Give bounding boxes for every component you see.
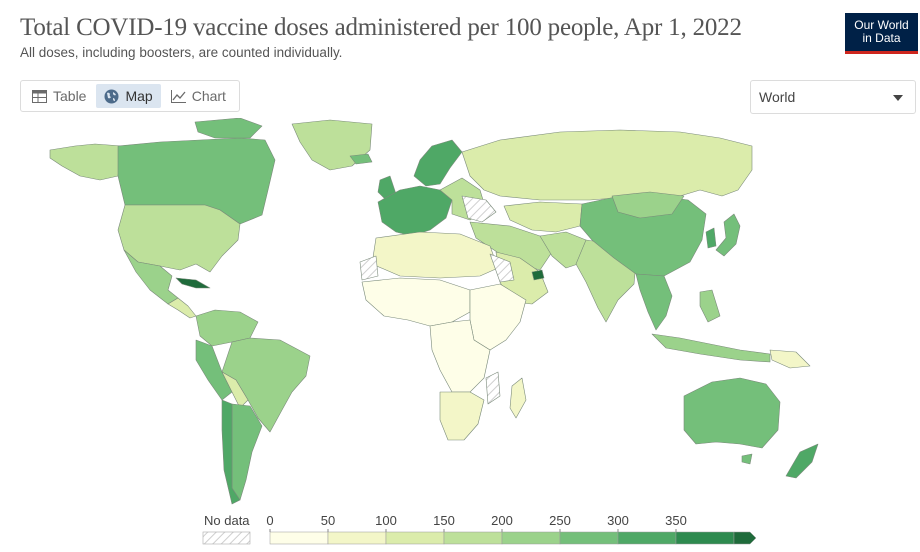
tab-chart[interactable]: Chart xyxy=(163,84,234,108)
region-australia[interactable] xyxy=(683,377,781,449)
legend-tick-label: 150 xyxy=(433,513,455,528)
region-cuba[interactable] xyxy=(175,277,211,289)
region-central-asia[interactable] xyxy=(503,201,583,233)
region-no-data-ukraine[interactable] xyxy=(461,195,497,223)
region-alaska[interactable] xyxy=(49,143,123,181)
region-peru[interactable] xyxy=(195,339,233,401)
legend-tick-label: 50 xyxy=(321,513,335,528)
region-mongolia[interactable] xyxy=(611,191,685,219)
region-indonesia[interactable] xyxy=(651,333,771,363)
legend-tick-label: 250 xyxy=(549,513,571,528)
legend-bin-1[interactable] xyxy=(327,531,387,545)
legend-bin-3[interactable] xyxy=(443,531,503,545)
region-new-zealand[interactable] xyxy=(785,443,819,479)
chart-subtitle: All doses, including boosters, are count… xyxy=(20,45,343,60)
region-uae[interactable] xyxy=(531,269,545,281)
legend-bin-4[interactable] xyxy=(501,531,561,545)
region-select-value: World xyxy=(759,89,796,105)
legend-tick-label: 0 xyxy=(266,513,273,528)
legend-bin-8[interactable] xyxy=(733,531,757,545)
table-icon xyxy=(32,89,47,103)
region-png[interactable] xyxy=(769,349,811,369)
legend-bin-2[interactable] xyxy=(385,531,445,545)
legend-ticks: 0 50 100 150 200 250 300 350 xyxy=(266,513,687,532)
region-western-europe[interactable] xyxy=(377,185,453,237)
globe-icon xyxy=(104,89,119,103)
legend-tick-label: 100 xyxy=(375,513,397,528)
legend-bin-5[interactable] xyxy=(559,531,619,545)
logo-line-2: in Data xyxy=(862,31,901,45)
legend-bin-0[interactable] xyxy=(269,531,329,545)
region-se-asia[interactable] xyxy=(635,273,673,331)
region-middle-east[interactable] xyxy=(469,221,553,271)
legend-tick-label: 200 xyxy=(491,513,513,528)
region-canada-islands[interactable] xyxy=(194,118,263,139)
legend-bin-7[interactable] xyxy=(675,531,735,545)
tab-table-label: Table xyxy=(53,88,87,104)
region-tasmania[interactable] xyxy=(741,453,753,465)
world-map[interactable] xyxy=(0,118,920,508)
legend-no-data-label: No data xyxy=(204,513,250,528)
region-no-data-western-sahara[interactable] xyxy=(359,255,379,281)
region-select[interactable]: World xyxy=(750,80,916,114)
region-madagascar[interactable] xyxy=(509,377,527,419)
chevron-down-icon xyxy=(893,95,903,101)
legend-no-data-swatch xyxy=(202,531,251,545)
region-no-data-eritrea[interactable] xyxy=(489,253,515,283)
region-scandinavia[interactable] xyxy=(413,139,463,187)
view-tabs: Table Map Chart xyxy=(20,80,240,112)
region-chile[interactable] xyxy=(221,399,241,505)
chart-title: Total COVID-19 vaccine doses administere… xyxy=(20,14,742,41)
line-chart-icon xyxy=(170,89,186,103)
region-southern-africa[interactable] xyxy=(439,391,485,441)
tab-chart-label: Chart xyxy=(191,88,226,104)
legend-tick-label: 350 xyxy=(665,513,687,528)
tab-map-label: Map xyxy=(125,88,153,104)
region-bolivia[interactable] xyxy=(221,371,249,409)
owid-logo[interactable]: Our World in Data xyxy=(845,13,918,54)
region-philippines[interactable] xyxy=(699,289,721,323)
region-russia[interactable] xyxy=(461,129,753,201)
region-iceland[interactable] xyxy=(349,153,373,165)
tab-map[interactable]: Map xyxy=(96,84,161,108)
legend-bin-6[interactable] xyxy=(617,531,677,545)
region-korea[interactable] xyxy=(705,227,717,249)
logo-line-1: Our World xyxy=(854,18,909,32)
legend-bins xyxy=(269,531,757,545)
legend-tick-label: 300 xyxy=(607,513,629,528)
region-north-africa[interactable] xyxy=(371,231,499,279)
tab-table[interactable]: Table xyxy=(24,84,94,108)
region-japan[interactable] xyxy=(715,213,741,257)
region-argentina[interactable] xyxy=(231,403,263,501)
region-central-africa[interactable] xyxy=(429,319,491,393)
region-mexico[interactable] xyxy=(123,249,179,305)
region-no-data-mozambique[interactable] xyxy=(485,371,501,405)
region-west-africa[interactable] xyxy=(361,277,471,327)
map-legend: No data 0 50 100 150 200 250 300 350 xyxy=(202,513,757,545)
